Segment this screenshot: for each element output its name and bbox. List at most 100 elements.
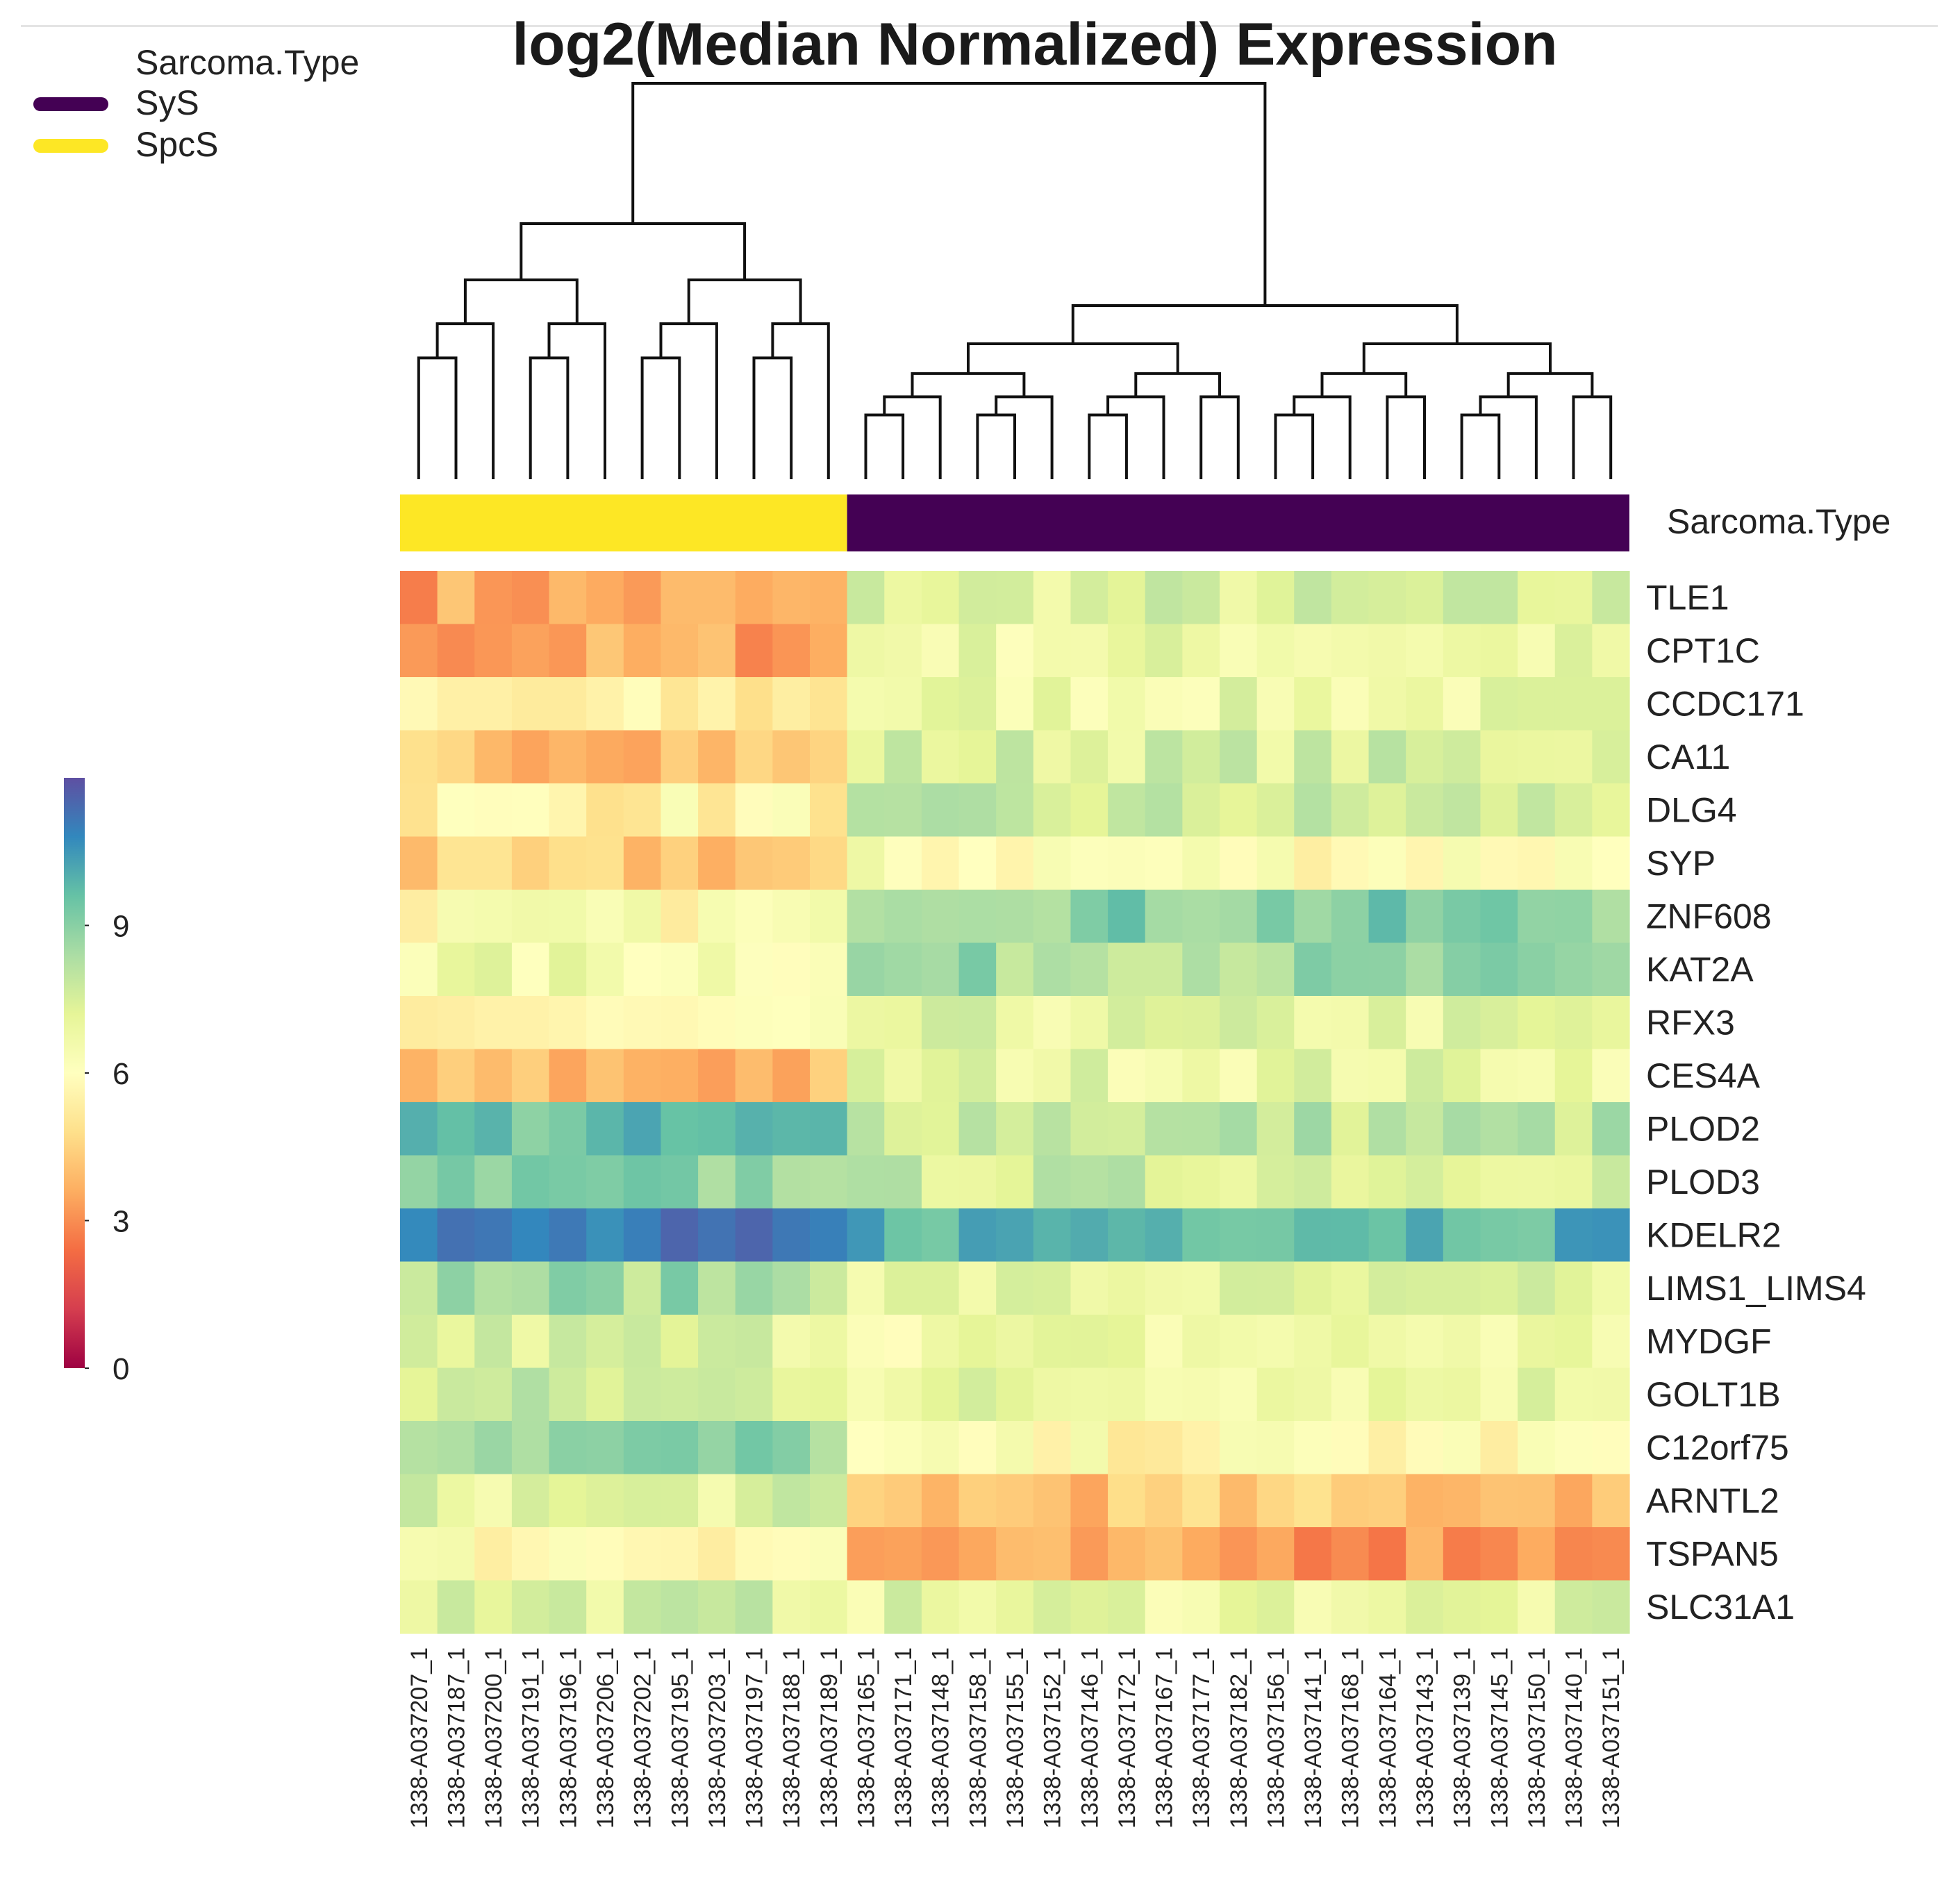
heatmap-cell [1145, 783, 1183, 838]
dendrogram-branch [1386, 395, 1426, 479]
heatmap-cell [810, 1208, 848, 1263]
sample-label: 1338-A037164_1 [1375, 1647, 1401, 1829]
gene-label: LIMS1_LIMS4 [1646, 1269, 1866, 1308]
heatmap-cell [996, 1102, 1034, 1156]
heatmap-cell [698, 890, 736, 944]
heatmap-cell [1554, 1261, 1593, 1315]
heatmap-cell [735, 1580, 773, 1634]
heatmap-cell [847, 677, 885, 731]
heatmap-cell [1033, 677, 1072, 731]
heatmap-cell [549, 1315, 587, 1369]
heatmap-cell [1592, 571, 1630, 625]
heatmap-cell [1256, 836, 1295, 890]
dendrogram-branch [1320, 372, 1408, 397]
heatmap-cell [1182, 1580, 1220, 1634]
heatmap-cell [1220, 624, 1258, 678]
heatmap-cell [623, 1102, 662, 1156]
heatmap-cell [586, 836, 624, 890]
heatmap-cell [661, 571, 699, 625]
heatmap-cell [698, 1155, 736, 1209]
heatmap-cell [996, 783, 1034, 838]
heatmap-cell [1592, 1261, 1630, 1315]
heatmap-cell [511, 1367, 550, 1422]
heatmap-cell [437, 1367, 475, 1422]
heatmap-cell [400, 1527, 438, 1581]
heatmap-cell [586, 1102, 624, 1156]
heatmap-cell [921, 1527, 960, 1581]
legend-swatch-sys [33, 97, 108, 111]
heatmap-cell [1368, 942, 1406, 997]
sample-label: 1338-A037171_1 [890, 1647, 917, 1829]
heatmap-cell [1220, 677, 1258, 731]
sample-label: 1338-A037188_1 [779, 1647, 805, 1829]
dendrogram-branch [1134, 372, 1221, 397]
sample-label: 1338-A037158_1 [965, 1647, 991, 1829]
heatmap-cell [847, 942, 885, 997]
heatmap-cell [1592, 1527, 1630, 1581]
heatmap-cell [958, 1421, 997, 1475]
heatmap-cell [1294, 942, 1332, 997]
dendrogram-branch [1106, 395, 1165, 479]
heatmap-cell [810, 1315, 848, 1369]
heatmap-cell [1368, 571, 1406, 625]
dendrogram-branch [631, 82, 1267, 306]
heatmap-cell [1033, 1102, 1072, 1156]
heatmap-cell [1592, 1102, 1630, 1156]
heatmap-cell [698, 1102, 736, 1156]
heatmap-cell [921, 1474, 960, 1528]
heatmap-cell [1294, 1421, 1332, 1475]
heatmap-cell [1145, 1208, 1183, 1263]
heatmap-cell [661, 1367, 699, 1422]
heatmap-cell [1145, 677, 1183, 731]
heatmap-cell [1182, 1261, 1220, 1315]
heatmap-cell [1033, 1421, 1072, 1475]
heatmap-cell [1108, 1049, 1146, 1103]
heatmap-cell [1518, 783, 1556, 838]
sample-label: 1338-A037195_1 [667, 1647, 693, 1829]
heatmap-cell [847, 1208, 885, 1263]
heatmap-cell [1368, 996, 1406, 1050]
heatmap-cell [1182, 1102, 1220, 1156]
heatmap-cell [437, 1580, 475, 1634]
heatmap-cell [1033, 1474, 1072, 1528]
heatmap-cell [996, 730, 1034, 784]
heatmap-cell [772, 624, 811, 678]
heatmap-cell [921, 677, 960, 731]
heatmap-cell [549, 1208, 587, 1263]
heatmap-cell [1033, 1580, 1072, 1634]
dendrogram-branch [864, 413, 905, 479]
heatmap-cell [1518, 1421, 1556, 1475]
heatmap-cell [1294, 890, 1332, 944]
heatmap-cell [772, 1315, 811, 1369]
heatmap-cell [1070, 996, 1108, 1050]
heatmap-cell [1518, 1049, 1556, 1103]
dendrogram-branch [520, 222, 747, 280]
heatmap-cell [1443, 624, 1481, 678]
heatmap-cell [1368, 1155, 1406, 1209]
heatmap-cell [1182, 1049, 1220, 1103]
dendrogram-branch [883, 395, 942, 479]
heatmap-cell [1145, 942, 1183, 997]
heatmap-cell [1331, 783, 1370, 838]
heatmap-cell [884, 1049, 922, 1103]
sample-labels: 1338-A037207_1 1338-A037187_1 1338-A037200… [406, 1647, 1625, 1829]
heatmap-cell [996, 1367, 1034, 1422]
heatmap-cell [511, 677, 550, 731]
heatmap-cell [921, 1421, 960, 1475]
dendrogram-branch [1199, 395, 1240, 479]
heatmap-cell [400, 1049, 438, 1103]
dendrogram-branch [995, 395, 1054, 479]
heatmap-cell [474, 996, 513, 1050]
heatmap-cell [1406, 1208, 1444, 1263]
colorbar-tick-label: 3 [113, 1205, 129, 1239]
heatmap-cell [586, 890, 624, 944]
heatmap-cell [1182, 571, 1220, 625]
heatmap-cell [1406, 836, 1444, 890]
heatmap-cell [1182, 1527, 1220, 1581]
heatmap-cell [1592, 1580, 1630, 1634]
heatmap-cell [847, 890, 885, 944]
heatmap-cell [661, 1155, 699, 1209]
heatmap-cell [623, 783, 662, 838]
heatmap-cell [698, 1421, 736, 1475]
heatmap-cell [735, 571, 773, 625]
